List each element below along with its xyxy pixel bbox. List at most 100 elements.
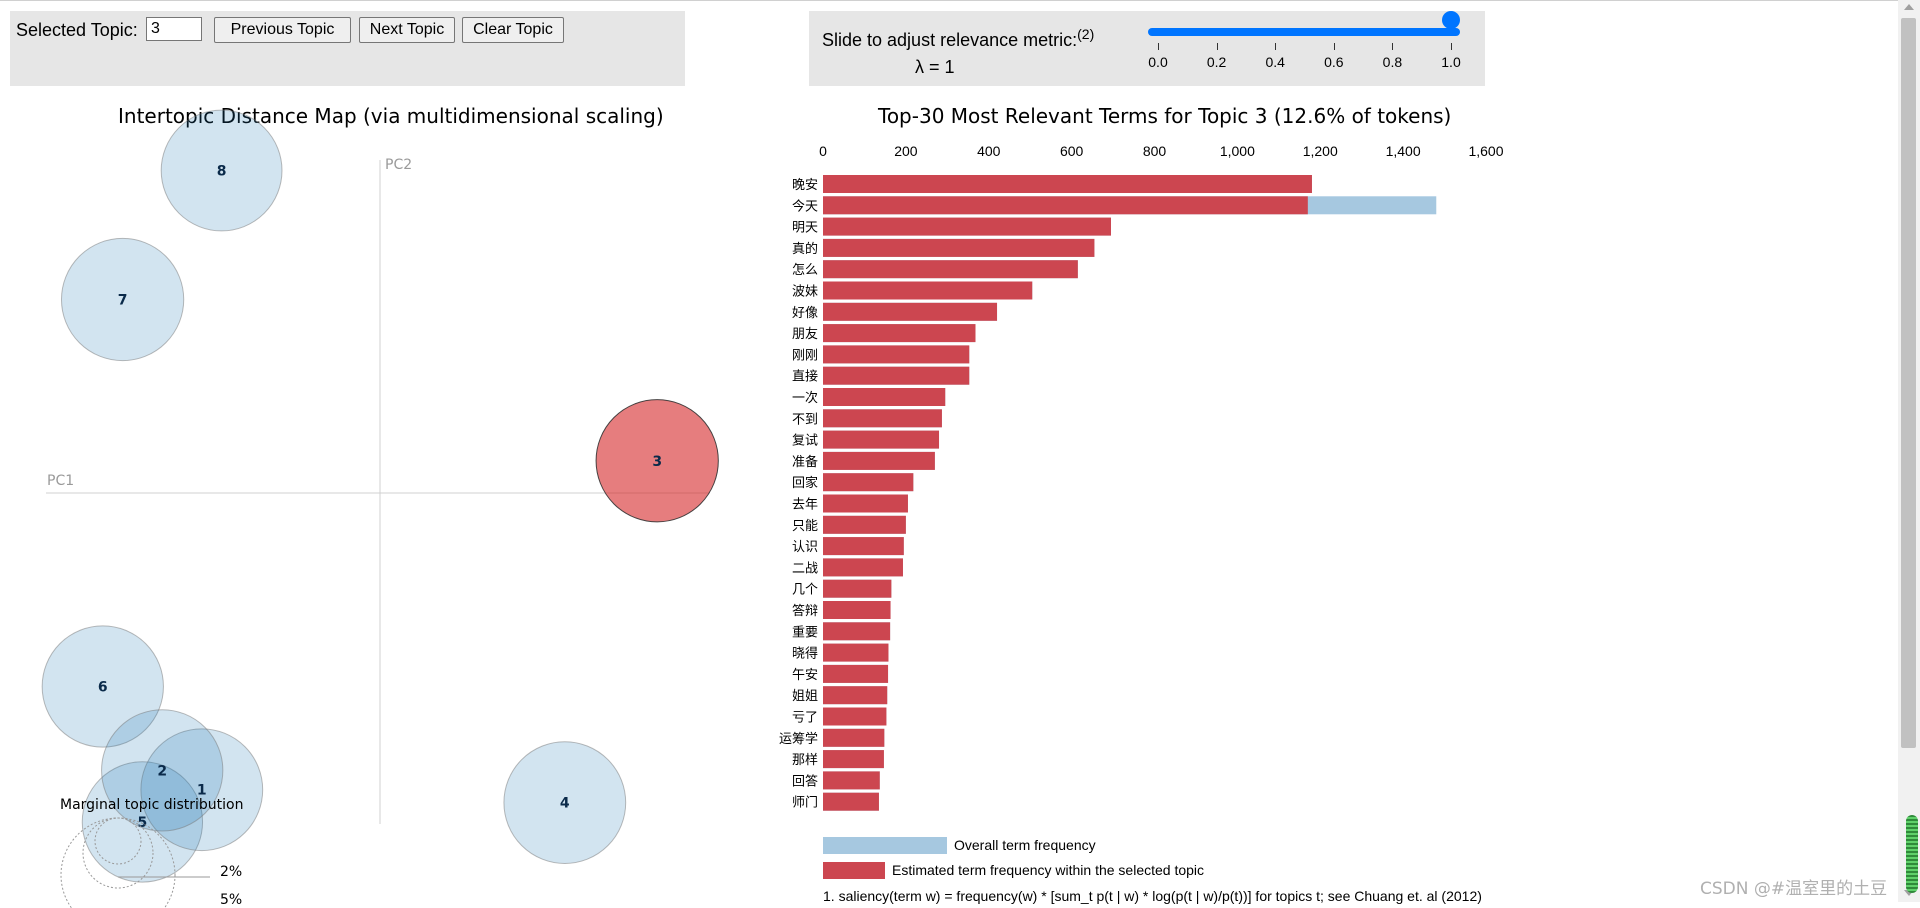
term-label[interactable]: 几个 bbox=[792, 583, 818, 598]
clear-topic-button[interactable]: Clear Topic bbox=[462, 17, 564, 43]
bar-estimated-15[interactable] bbox=[823, 494, 908, 513]
term-label[interactable]: 刚刚 bbox=[792, 348, 818, 363]
next-topic-button[interactable]: Next Topic bbox=[359, 17, 455, 43]
pc2-axis-label: PC2 bbox=[385, 157, 412, 173]
topic-bubble-3[interactable] bbox=[595, 399, 719, 523]
term-label[interactable]: 一次 bbox=[792, 390, 818, 406]
saliency-footnote: 1. saliency(term w) = frequency(w) * [su… bbox=[823, 888, 1482, 904]
scroll-up-arrow-icon[interactable] bbox=[1904, 4, 1914, 10]
term-label[interactable]: 重要 bbox=[792, 624, 818, 640]
footnote-mark: (2) bbox=[1077, 26, 1095, 42]
term-label[interactable]: 真的 bbox=[792, 241, 818, 257]
topic-bubble-1[interactable] bbox=[140, 728, 264, 852]
term-label[interactable]: 明天 bbox=[792, 221, 818, 236]
bar-estimated-5[interactable] bbox=[823, 281, 1033, 300]
term-label[interactable]: 那样 bbox=[792, 753, 818, 768]
term-label[interactable]: 回答 bbox=[792, 773, 818, 789]
term-label[interactable]: 答辩 bbox=[792, 603, 818, 619]
bar-estimated-6[interactable] bbox=[823, 302, 998, 321]
scroll-down-arrow-icon[interactable] bbox=[1904, 890, 1914, 896]
bar-estimated-20[interactable] bbox=[823, 601, 891, 619]
bar-estimated-2[interactable] bbox=[823, 217, 1111, 236]
slider-tick-label: 0.8 bbox=[1382, 54, 1403, 70]
term-label[interactable]: 复试 bbox=[792, 434, 818, 449]
bar-estimated-28[interactable] bbox=[823, 771, 880, 790]
slider-tick bbox=[1158, 43, 1159, 50]
bar-estimated-24[interactable] bbox=[823, 686, 888, 705]
bar-estimated-27[interactable] bbox=[823, 750, 884, 769]
term-label[interactable]: 亏了 bbox=[792, 711, 818, 726]
topic-bubble-label-1: 1 bbox=[197, 783, 207, 799]
term-label[interactable]: 今天 bbox=[792, 198, 818, 214]
slider-tick bbox=[1451, 43, 1452, 50]
bar-estimated-25[interactable] bbox=[823, 707, 887, 726]
bar-estimated-4[interactable] bbox=[823, 260, 1078, 279]
bar-estimated-9[interactable] bbox=[823, 366, 970, 385]
x-tick-label: 200 bbox=[894, 143, 918, 159]
term-label[interactable]: 晓得 bbox=[792, 646, 818, 662]
term-label[interactable]: 波妹 bbox=[792, 285, 818, 300]
bar-estimated-23[interactable] bbox=[823, 664, 889, 683]
bar-estimated-12[interactable] bbox=[823, 430, 940, 449]
legend-label-estimated: Estimated term frequency within the sele… bbox=[892, 862, 1205, 878]
bar-estimated-17[interactable] bbox=[823, 537, 904, 556]
term-label[interactable]: 师门 bbox=[792, 796, 818, 811]
term-label[interactable]: 好像 bbox=[792, 306, 818, 321]
bar-estimated-18[interactable] bbox=[823, 558, 903, 577]
bar-estimated-3[interactable] bbox=[823, 238, 1095, 257]
topic-bubble-7[interactable] bbox=[60, 237, 185, 362]
bar-estimated-1[interactable] bbox=[823, 196, 1308, 215]
topic-bubble-2[interactable] bbox=[101, 709, 224, 832]
bar-estimated-26[interactable] bbox=[823, 728, 885, 747]
topic-bubble-label-7: 7 bbox=[118, 293, 128, 309]
bar-estimated-13[interactable] bbox=[823, 451, 935, 470]
term-label[interactable]: 午安 bbox=[792, 668, 818, 683]
relevance-slider-thumb[interactable] bbox=[1442, 11, 1460, 29]
bar-estimated-11[interactable] bbox=[823, 409, 942, 428]
top-terms-bar-chart: 0 200 400 600 800 1,000 1,200 1,400 1,600 晚安今天明天… bbox=[779, 143, 1504, 811]
slider-tick-label: 0.0 bbox=[1148, 54, 1168, 70]
term-label[interactable]: 去年 bbox=[792, 498, 818, 513]
slider-tick bbox=[1216, 43, 1218, 50]
relevance-slider-label: Slide to adjust relevance metric:(2) bbox=[822, 26, 1095, 50]
term-label[interactable]: 认识 bbox=[792, 540, 818, 555]
bar-estimated-16[interactable] bbox=[823, 515, 906, 534]
topic-bubble-8[interactable] bbox=[160, 109, 283, 232]
term-label[interactable]: 不到 bbox=[792, 412, 818, 427]
top-terms-title: Top-30 Most Relevant Terms for Topic 3 (… bbox=[878, 104, 1452, 128]
topic-bubble-label-8: 8 bbox=[217, 164, 227, 180]
relevance-slider-panel: Slide to adjust relevance metric:(2) λ =… bbox=[809, 11, 1485, 86]
slider-tick-label: 0.6 bbox=[1324, 54, 1344, 70]
term-label[interactable]: 运筹学 bbox=[779, 731, 818, 747]
page-scrollbar[interactable] bbox=[1898, 0, 1920, 902]
legend-circle-2pct bbox=[82, 817, 154, 889]
floating-widget-icon[interactable] bbox=[1906, 815, 1918, 893]
selected-topic-input[interactable] bbox=[146, 17, 202, 41]
term-label[interactable]: 朋友 bbox=[792, 326, 818, 342]
relevance-slider-track[interactable] bbox=[1148, 28, 1460, 36]
term-label[interactable]: 怎么 bbox=[792, 263, 818, 278]
bar-estimated-22[interactable] bbox=[823, 643, 889, 662]
term-label[interactable]: 姐姐 bbox=[792, 689, 818, 704]
bar-estimated-0[interactable] bbox=[823, 175, 1312, 193]
topic-bubble-5[interactable] bbox=[81, 761, 204, 883]
term-label[interactable]: 回家 bbox=[792, 475, 818, 491]
term-label[interactable]: 准备 bbox=[792, 454, 818, 470]
bar-estimated-7[interactable] bbox=[823, 324, 976, 343]
slider-tick-label: 0.4 bbox=[1265, 54, 1285, 70]
bar-estimated-8[interactable] bbox=[823, 345, 970, 364]
bar-estimated-29[interactable] bbox=[823, 792, 879, 811]
bar-estimated-14[interactable] bbox=[823, 473, 914, 492]
scroll-thumb[interactable] bbox=[1901, 18, 1916, 748]
term-label[interactable]: 只能 bbox=[792, 519, 818, 534]
x-tick-label: 0 bbox=[819, 143, 827, 159]
previous-topic-button[interactable]: Previous Topic bbox=[214, 17, 351, 43]
bar-estimated-10[interactable] bbox=[823, 388, 946, 406]
term-label[interactable]: 晚安 bbox=[792, 178, 818, 193]
term-label[interactable]: 二战 bbox=[792, 561, 818, 576]
topic-bubble-4[interactable] bbox=[503, 741, 627, 864]
bar-estimated-19[interactable] bbox=[823, 579, 892, 598]
bar-estimated-21[interactable] bbox=[823, 622, 891, 641]
term-label[interactable]: 直接 bbox=[792, 369, 818, 385]
slider-tick-label: 0.2 bbox=[1206, 54, 1227, 70]
